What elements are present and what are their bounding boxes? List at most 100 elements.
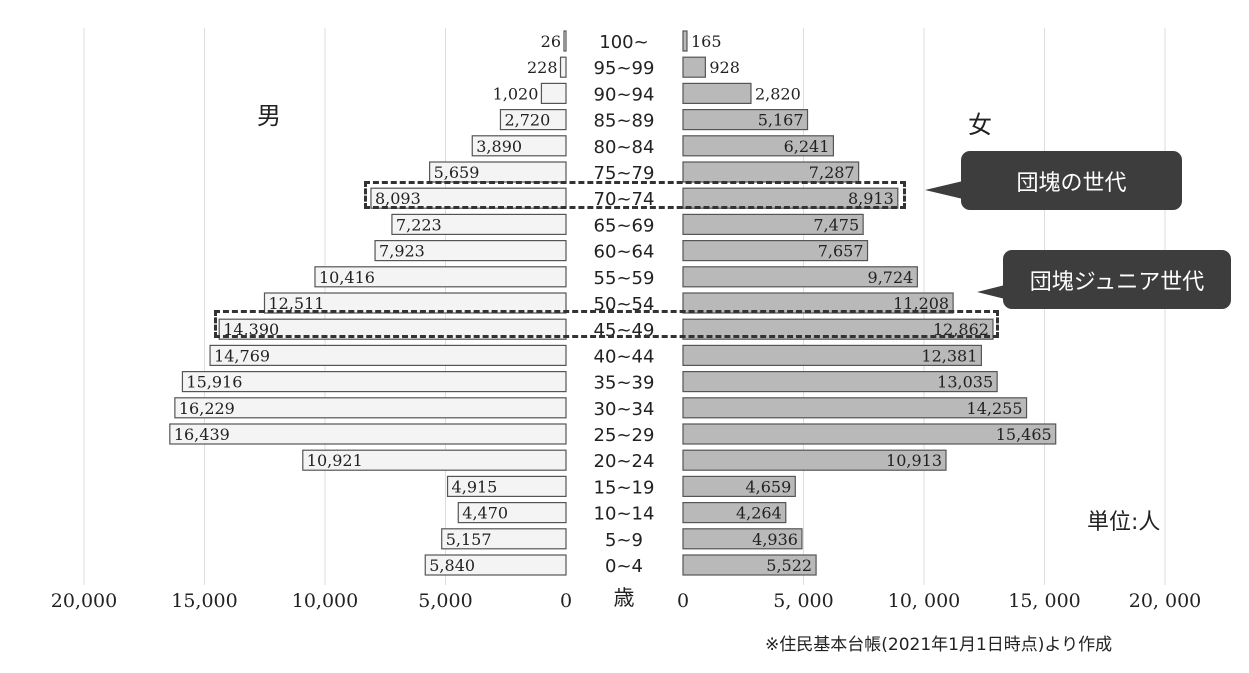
- female-value-label: 10,913: [886, 451, 942, 470]
- female-bar: [682, 397, 1028, 419]
- age-category-label: 95~99: [594, 58, 655, 79]
- female-bar: [682, 423, 1057, 445]
- male-value-label: 10,416: [319, 268, 375, 287]
- age-category-label: 90~94: [594, 84, 655, 105]
- female-value-label: 15,465: [996, 425, 1052, 444]
- callout-junior-generation: 団塊ジュニア世代: [1003, 250, 1231, 309]
- female-value-label: 8,913: [848, 189, 894, 208]
- age-category-label: 85~89: [594, 111, 655, 132]
- age-category-label: 50~54: [594, 294, 655, 315]
- male-bar: [446, 475, 567, 497]
- female-bar: [682, 135, 835, 157]
- male-value-label: 3,890: [476, 137, 522, 156]
- female-value-label: 7,287: [809, 163, 855, 182]
- junior-highlight: [214, 310, 999, 338]
- female-bar: [682, 475, 796, 497]
- male-bar: [174, 397, 567, 419]
- x-tick-label-female: 10, 000: [888, 590, 961, 612]
- age-category-label: 10~14: [594, 504, 655, 525]
- female-bar: [682, 213, 864, 235]
- male-value-label: 4,915: [452, 477, 498, 496]
- x-tick-label-male: 0: [560, 590, 572, 612]
- female-bar: [682, 82, 752, 105]
- unit-label: 単位:人: [1087, 510, 1161, 535]
- female-value-label: 2,820: [755, 84, 801, 103]
- male-value-label: 7,223: [396, 215, 442, 234]
- male-value-label: 14,769: [214, 346, 270, 365]
- female-bar: [682, 344, 982, 366]
- age-category-label: 80~84: [594, 137, 655, 158]
- age-category-label: 0~4: [605, 556, 643, 577]
- age-axis-label: 歳: [614, 586, 635, 610]
- female-bar: [682, 292, 954, 314]
- age-category-label: 55~59: [594, 268, 655, 289]
- male-value-label: 8,093: [375, 189, 421, 208]
- age-category-label: 25~29: [594, 425, 655, 446]
- male-value-label: 7,923: [379, 242, 425, 261]
- age-category-label: 40~44: [594, 346, 655, 367]
- male-value-label: 16,229: [179, 399, 235, 418]
- female-value-label: 4,936: [752, 530, 798, 549]
- male-side-label: 男: [257, 102, 281, 130]
- male-value-label: 15,916: [186, 373, 242, 392]
- age-category-label: 65~69: [594, 215, 655, 236]
- female-bar: [682, 449, 947, 471]
- male-value-label: 228: [527, 58, 558, 77]
- female-bar: [682, 318, 994, 340]
- female-value-label: 11,208: [893, 294, 949, 313]
- age-category-label: 30~34: [594, 399, 655, 420]
- x-tick-label-male: 20,000: [51, 590, 117, 612]
- age-category-label: 70~74: [594, 189, 655, 210]
- female-bar: [682, 266, 918, 288]
- male-bar: [499, 108, 567, 131]
- age-category-label: 15~19: [594, 477, 655, 498]
- female-bar: [682, 240, 869, 262]
- callout-tail-boomers: [925, 181, 963, 199]
- male-bar: [314, 266, 567, 288]
- baby-boomer-highlight: [364, 181, 906, 209]
- female-value-label: 928: [709, 58, 740, 77]
- source-note: ※住民基本台帳(2021年1月1日時点)より作成: [765, 635, 1113, 655]
- male-value-label: 5,157: [446, 530, 492, 549]
- female-value-label: 6,241: [784, 137, 830, 156]
- male-value-label: 14,390: [223, 320, 279, 339]
- female-bar: [682, 371, 998, 393]
- female-value-label: 7,475: [813, 215, 859, 234]
- male-bar: [263, 292, 567, 314]
- x-tick-label-female: 5, 000: [773, 590, 833, 612]
- female-value-label: 5,522: [766, 556, 812, 575]
- callout-baby-boomers: 団塊の世代: [961, 151, 1182, 210]
- female-value-label: 14,255: [967, 399, 1023, 418]
- x-tick-label-female: 15, 000: [1008, 590, 1081, 612]
- age-category-label: 75~79: [594, 163, 655, 184]
- female-value-label: 4,659: [745, 477, 791, 496]
- female-value-label: 9,724: [868, 268, 914, 287]
- female-bar: [682, 528, 803, 550]
- male-value-label: 16,439: [174, 425, 230, 444]
- female-bar: [682, 56, 706, 78]
- male-value-label: 5,659: [434, 163, 480, 182]
- x-tick-label-female: 20, 000: [1129, 590, 1202, 612]
- male-value-label: 26: [541, 32, 561, 51]
- male-bar: [559, 56, 567, 78]
- male-value-label: 10,921: [307, 451, 363, 470]
- age-category-label: 20~24: [594, 451, 655, 472]
- male-value-label: 5,840: [429, 556, 475, 575]
- female-bar: [682, 502, 787, 524]
- female-side-label: 女: [968, 111, 992, 139]
- male-bar: [181, 371, 567, 393]
- age-category-label: 35~39: [594, 373, 655, 394]
- female-value-label: 12,381: [921, 346, 977, 365]
- male-bar: [471, 135, 567, 157]
- male-bar: [563, 30, 567, 52]
- male-value-label: 1,020: [493, 84, 539, 103]
- female-value-label: 4,264: [736, 504, 782, 523]
- female-value-label: 5,167: [758, 111, 804, 130]
- male-bar: [169, 423, 567, 445]
- male-bar: [374, 240, 567, 262]
- female-value-label: 7,657: [818, 242, 864, 261]
- age-category-label: 5~9: [605, 530, 643, 551]
- male-bar: [218, 318, 567, 340]
- x-tick-label-male: 15,000: [171, 590, 237, 612]
